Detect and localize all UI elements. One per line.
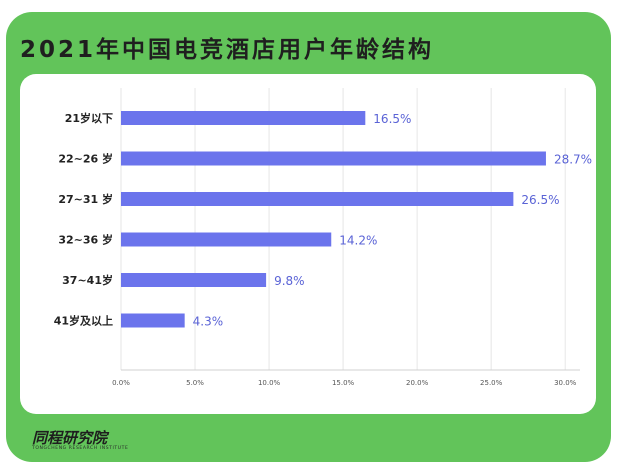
brand-subtitle: TONGCHENG RESEARCH INSTITUTE — [32, 446, 129, 451]
value-label: 16.5% — [373, 112, 411, 126]
x-tick-label: 30.0% — [554, 379, 577, 387]
bar — [121, 111, 366, 125]
bar-chart: 21岁以下 16.5% 22~26 岁 28.7% 27~31 岁 26.5% 32~36 … — [54, 88, 592, 387]
x-tick-label: 5.0% — [186, 379, 204, 387]
x-tick-label: 25.0% — [480, 379, 503, 387]
category-label: 37~41岁 — [62, 273, 113, 287]
bar — [121, 151, 546, 166]
category-label: 21岁以下 — [65, 111, 113, 125]
value-label: 9.8% — [274, 274, 305, 288]
x-tick-label: 0.0% — [112, 379, 130, 387]
category-label: 27~31 岁 — [58, 192, 113, 206]
value-label: 28.7% — [554, 153, 592, 167]
brand-name: 同程研究院 — [32, 429, 108, 447]
bar — [121, 192, 514, 206]
category-label: 32~36 岁 — [58, 233, 113, 247]
bar — [121, 313, 185, 328]
value-label: 26.5% — [521, 193, 559, 207]
category-label: 41岁及以上 — [54, 314, 113, 328]
bar — [121, 273, 267, 287]
category-label: 22~26 岁 — [58, 152, 113, 166]
value-label: 14.2% — [339, 234, 377, 248]
x-tick-label: 15.0% — [332, 379, 355, 387]
bar — [121, 232, 332, 247]
x-tick-label: 20.0% — [406, 379, 429, 387]
x-tick-label: 10.0% — [258, 379, 281, 387]
chart-title: 2021年中国电竞酒店用户年龄结构 — [20, 37, 435, 63]
value-label: 4.3% — [193, 315, 224, 329]
chart-card: 21岁以下 16.5% 22~26 岁 28.7% 27~31 岁 26.5% 32~36 … — [20, 74, 596, 414]
